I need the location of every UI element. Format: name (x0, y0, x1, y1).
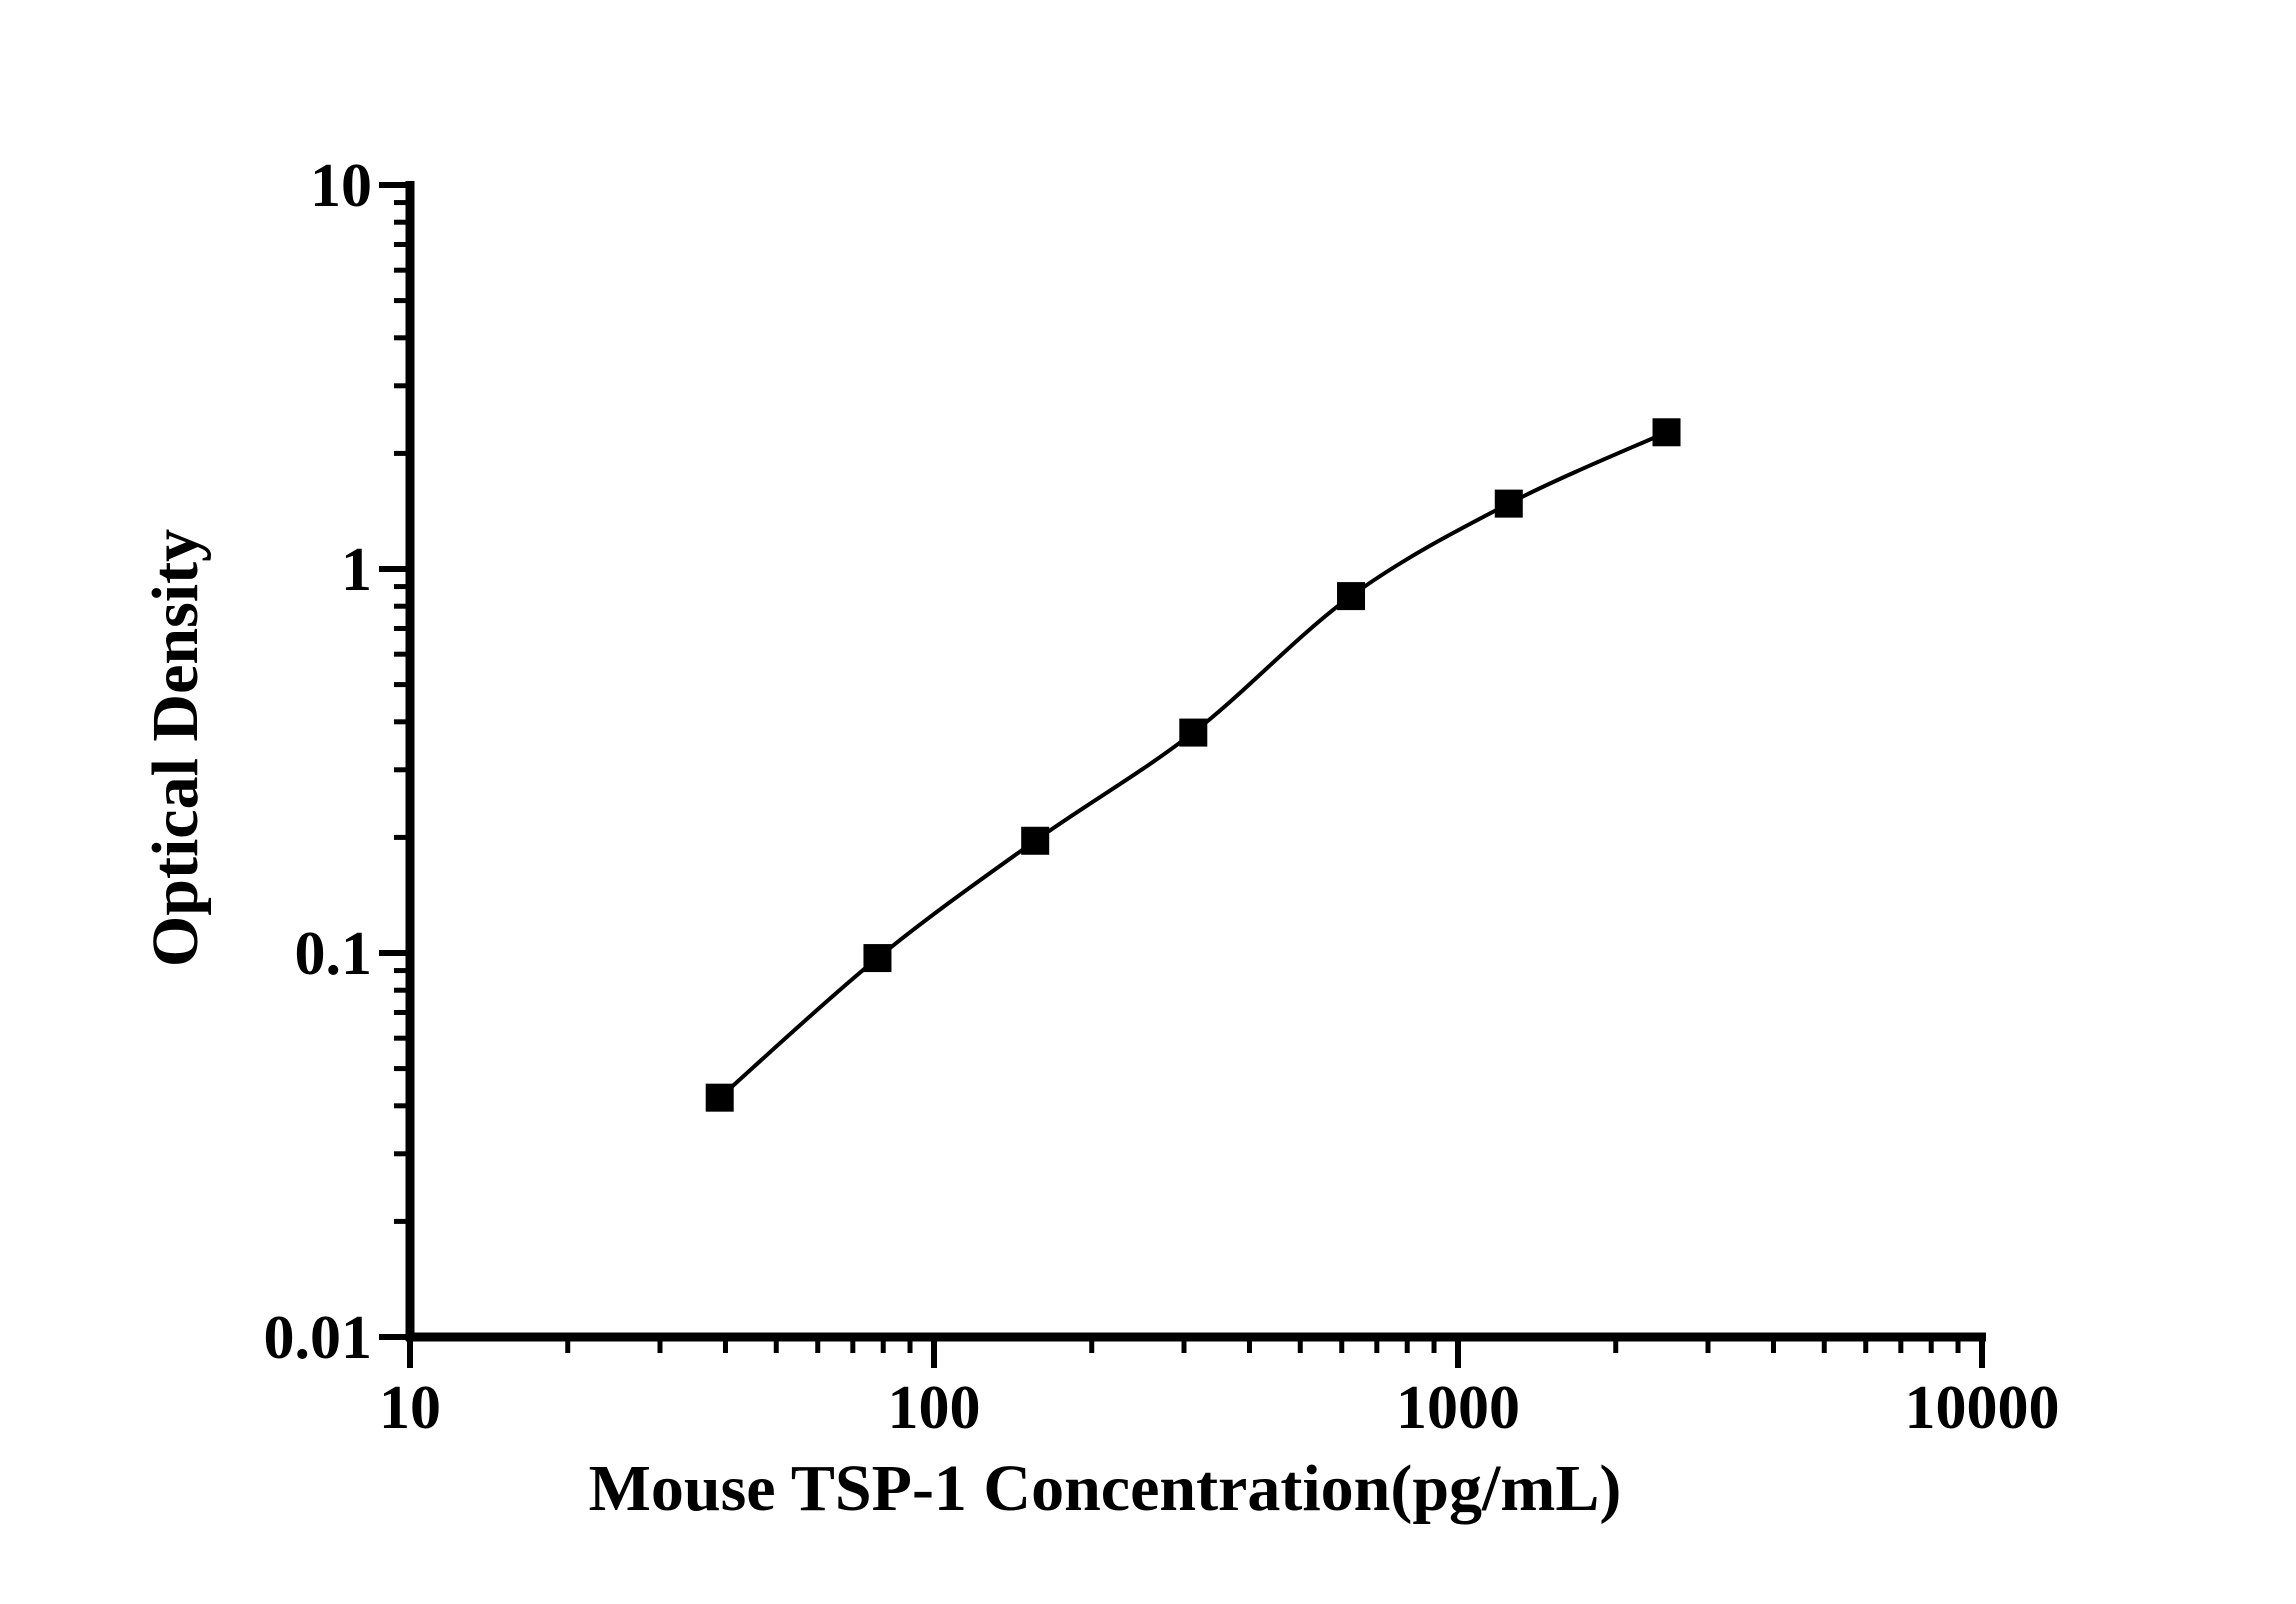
x-tick-label: 10000 (1905, 1374, 2060, 1442)
y-axis-title: Optical Density (139, 529, 212, 967)
axis-ticks (379, 182, 1985, 1368)
y-tick-label: 1 (341, 536, 372, 604)
data-point-marker (1652, 418, 1681, 447)
plot-series (705, 418, 1681, 1112)
data-point-marker (705, 1083, 734, 1112)
data-point-marker (1337, 582, 1366, 611)
data-point-marker (1021, 826, 1050, 855)
data-point-marker (863, 944, 892, 973)
x-axis-title: Mouse TSP-1 Concentration(pg/mL) (589, 1452, 1622, 1525)
y-tick-label: 10 (310, 152, 372, 220)
axis-lines (405, 181, 1986, 1342)
curve-line (718, 430, 1668, 1100)
y-tick-label: 0.01 (264, 1304, 373, 1372)
x-tick-label: 1000 (1396, 1374, 1520, 1442)
data-point-marker (1179, 718, 1208, 747)
data-point-marker (1494, 489, 1523, 518)
x-tick-label: 10 (379, 1374, 441, 1442)
x-tick-label: 100 (888, 1374, 981, 1442)
y-tick-label: 0.1 (295, 920, 373, 988)
axis-tick-labels: 10 100 1000 10000 10 1 0.1 0.01 (264, 152, 2060, 1442)
